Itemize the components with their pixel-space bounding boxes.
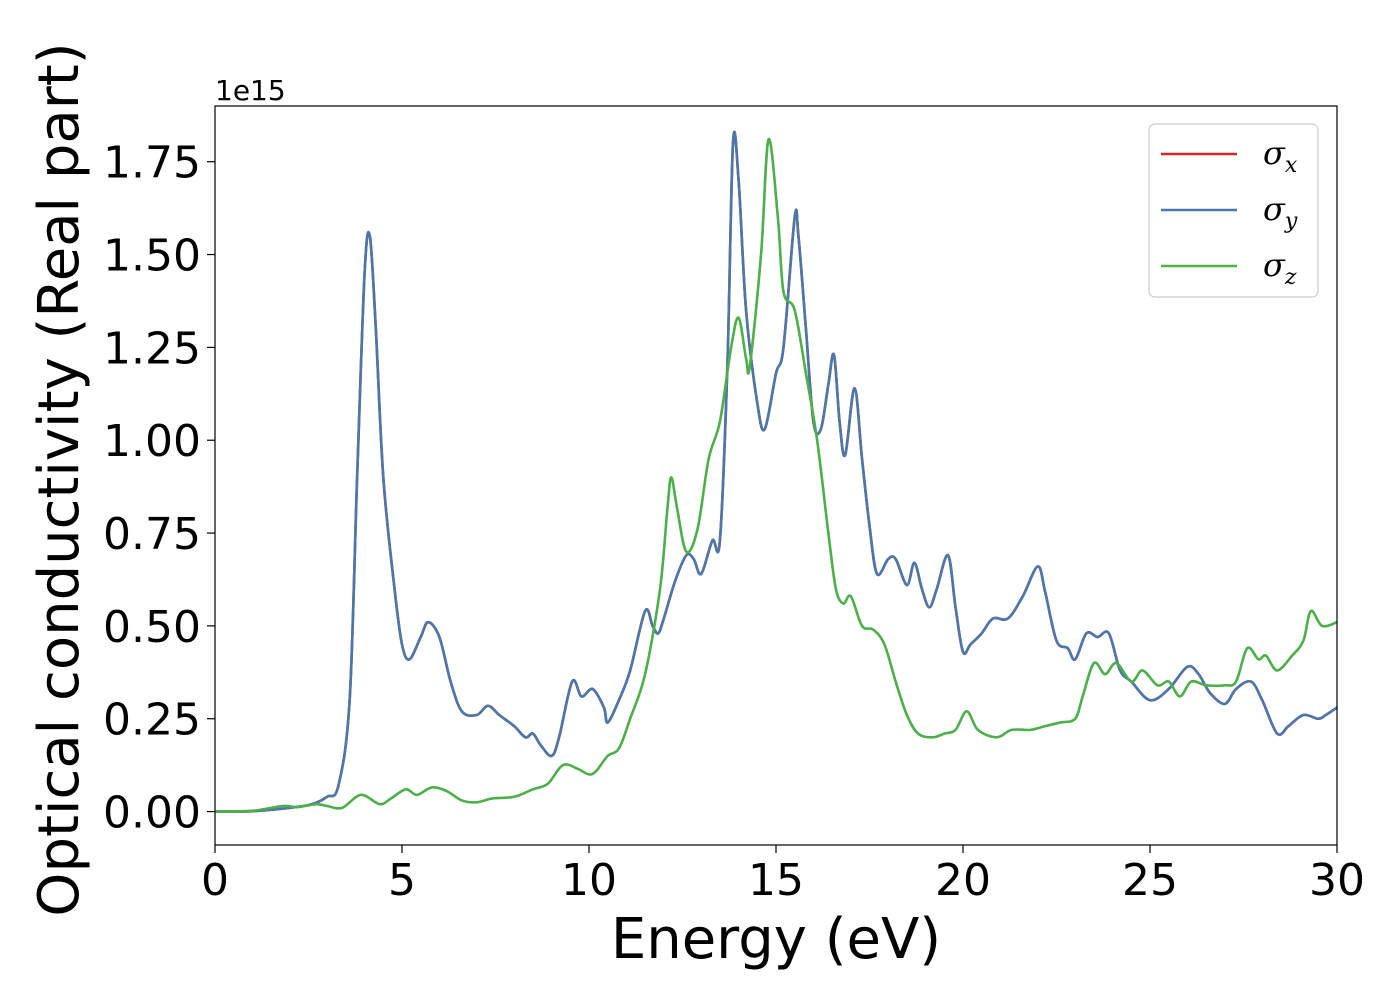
x-axis: 0 5 10 15 20 25 30 <box>201 845 1365 906</box>
x-tick-label: 30 <box>1309 855 1365 906</box>
x-axis-label: Energy (eV) <box>611 907 941 972</box>
x-tick-label: 0 <box>201 855 229 906</box>
x-tick-label: 25 <box>1122 855 1178 906</box>
x-tick-label: 15 <box>748 855 804 906</box>
y-axis-offset-label: 1e15 <box>215 74 286 107</box>
y-axis-label: Optical conductivity (Real part) <box>27 42 92 916</box>
legend-label-x: σx <box>1263 134 1298 178</box>
legend-label-y: σy <box>1263 190 1298 234</box>
y-tick-label: 1.50 <box>103 231 201 282</box>
series-line-z <box>215 138 1337 813</box>
legend: σx σy σz <box>1148 123 1319 298</box>
y-tick-label: 0.25 <box>103 695 201 746</box>
y-tick-label: 0.00 <box>103 788 201 839</box>
y-tick-label: 1.25 <box>103 323 201 374</box>
y-tick-label: 1.00 <box>103 416 201 467</box>
x-tick-label: 10 <box>561 855 617 906</box>
series-line-y <box>215 130 1337 813</box>
x-tick-label: 5 <box>388 855 416 906</box>
y-tick-label: 0.75 <box>103 509 201 560</box>
y-tick-label: 1.75 <box>103 138 201 189</box>
y-tick-label: 0.50 <box>103 602 201 653</box>
y-axis: 0.00 0.25 0.50 0.75 1.00 1.25 1.50 1.75 <box>103 138 215 839</box>
legend-label-z: σz <box>1263 246 1297 290</box>
series-layer <box>215 130 1337 813</box>
x-tick-label: 20 <box>935 855 991 906</box>
